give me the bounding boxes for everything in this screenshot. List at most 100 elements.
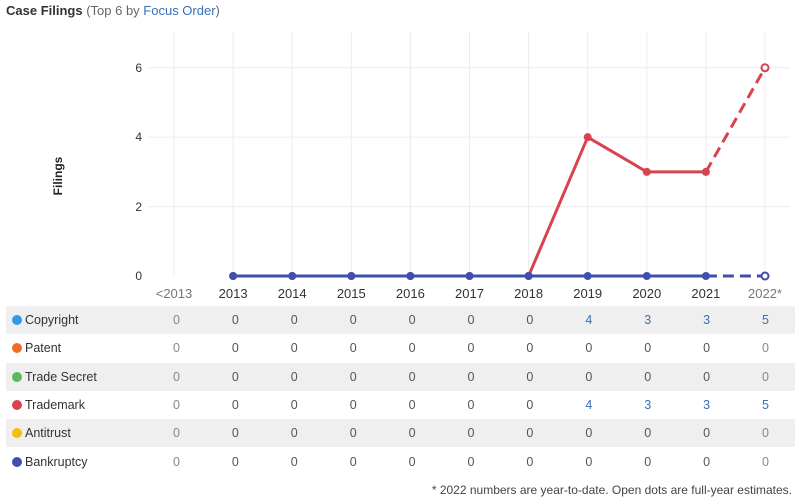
table-cell: 0 <box>467 398 475 413</box>
table-cell: 0 <box>441 306 501 335</box>
data-point <box>701 272 710 280</box>
table-row: Copyright 0 0 0 0 0 0 0 4 3 3 5 <box>6 306 795 335</box>
legend-dot-icon <box>12 343 22 354</box>
table-cell: 0 <box>500 419 560 448</box>
table-cell: 0 <box>585 341 593 356</box>
table-cell[interactable]: 3 <box>644 398 652 413</box>
table-cell: 0 <box>677 362 737 391</box>
table-cell: 0 <box>500 306 560 335</box>
series-label[interactable]: Trademark <box>6 391 147 419</box>
table-cell: 0 <box>323 419 383 448</box>
table-cell: 0 <box>290 454 298 469</box>
x-tick-label: 2015 <box>336 286 366 301</box>
y-tick-label: 2 <box>135 199 142 214</box>
table-cell: 0 <box>736 419 795 448</box>
table-row: Trade Secret 0 0 0 0 0 0 0 0 0 0 0 <box>6 362 795 391</box>
estimate-point <box>760 63 770 73</box>
data-point <box>583 133 592 142</box>
series-label[interactable]: Trade Secret <box>6 362 147 391</box>
table-cell: 0 <box>526 341 534 356</box>
table-cell[interactable]: 4 <box>585 398 593 413</box>
table-cell[interactable]: 3 <box>677 306 737 335</box>
table-cell: 0 <box>762 341 769 356</box>
table-cell: 0 <box>441 419 501 448</box>
table-cell: 0 <box>408 454 416 469</box>
table-cell: 0 <box>559 362 619 391</box>
x-tick-label: 2013 <box>218 286 248 301</box>
table-cell: 0 <box>231 341 239 356</box>
legend-dot-icon <box>12 400 22 411</box>
table-cell: 0 <box>205 419 265 448</box>
series-name: Bankruptcy <box>25 454 88 469</box>
series-label[interactable]: Antitrust <box>6 419 147 448</box>
x-tick-label: 2014 <box>277 286 307 301</box>
table-row: Antitrust 0 0 0 0 0 0 0 0 0 0 0 <box>6 419 795 448</box>
table-cell: 0 <box>382 419 442 448</box>
series-name: Patent <box>25 341 62 356</box>
table-cell[interactable]: 5 <box>736 306 795 335</box>
table-cell: 0 <box>264 306 324 335</box>
legend-dot-icon <box>12 371 22 382</box>
table-cell: 0 <box>382 362 442 391</box>
table-cell: 0 <box>585 454 593 469</box>
footnote: * 2022 numbers are year-to-date. Open do… <box>431 483 792 497</box>
table-cell: 0 <box>349 454 357 469</box>
series-label[interactable]: Copyright <box>6 306 147 335</box>
data-point <box>524 272 533 280</box>
x-tick-label: 2018 <box>514 286 544 301</box>
table-cell: 0 <box>677 419 737 448</box>
table-cell[interactable]: 5 <box>762 398 769 413</box>
table-cell: 0 <box>644 454 652 469</box>
title-qualifier-open: (Top 6 by <box>86 3 144 18</box>
data-point <box>642 167 651 176</box>
table-cell: 0 <box>526 398 534 413</box>
table-cell: 0 <box>526 454 534 469</box>
table-cell: 0 <box>467 454 475 469</box>
table-cell: 0 <box>618 419 678 448</box>
chart-header: Case Filings (Top 6 by Focus Order) <box>6 2 220 20</box>
line-chart <box>148 32 790 281</box>
table-cell: 0 <box>349 341 357 356</box>
legend-dot-icon <box>12 456 22 467</box>
table-cell: 0 <box>408 341 416 356</box>
series-name: Trade Secret <box>25 369 97 384</box>
table-cell[interactable]: 3 <box>703 398 711 413</box>
table-cell: 0 <box>349 398 357 413</box>
x-tick-label: <2013 <box>155 286 193 301</box>
data-point <box>229 272 238 280</box>
table-cell: 0 <box>205 306 265 335</box>
table-row: Patent 0 0 0 0 0 0 0 0 0 0 0 <box>6 334 795 362</box>
filings-table: Copyright 0 0 0 0 0 0 0 4 3 3 5 Patent 0 0 0 0 0 0 0 0 0 0 0 Tra… <box>6 306 795 476</box>
series-line-estimate <box>704 67 767 173</box>
y-tick-label: 0 <box>135 269 142 283</box>
series-label[interactable]: Bankruptcy <box>6 447 147 475</box>
table-cell: 0 <box>644 341 652 356</box>
legend-dot-icon <box>12 428 22 439</box>
series-name: Copyright <box>25 313 79 328</box>
table-cell: 0 <box>500 362 560 391</box>
table-cell: 0 <box>172 398 180 413</box>
table-cell: 0 <box>264 362 324 391</box>
table-cell[interactable]: 3 <box>618 306 678 335</box>
table-cell: 0 <box>762 454 769 469</box>
series-name: Trademark <box>25 398 85 413</box>
focus-order-link[interactable]: Focus Order <box>143 3 216 18</box>
table-cell: 0 <box>382 306 442 335</box>
data-point <box>701 167 710 176</box>
table-cell: 0 <box>618 362 678 391</box>
y-tick-label: 4 <box>135 130 142 145</box>
series-label[interactable]: Patent <box>6 334 147 362</box>
table-cell: 0 <box>408 398 416 413</box>
table-cell: 0 <box>147 362 206 391</box>
series-name: Antitrust <box>25 426 71 441</box>
data-point <box>465 272 474 280</box>
table-cell: 0 <box>231 398 239 413</box>
table-cell: 0 <box>703 341 711 356</box>
table-cell[interactable]: 4 <box>559 306 619 335</box>
table-cell: 0 <box>231 454 239 469</box>
table-cell: 0 <box>205 362 265 391</box>
table-cell: 0 <box>172 454 180 469</box>
x-tick-label: 2022* <box>748 286 782 301</box>
data-point <box>347 272 356 280</box>
x-tick-label: 2019 <box>573 286 603 301</box>
